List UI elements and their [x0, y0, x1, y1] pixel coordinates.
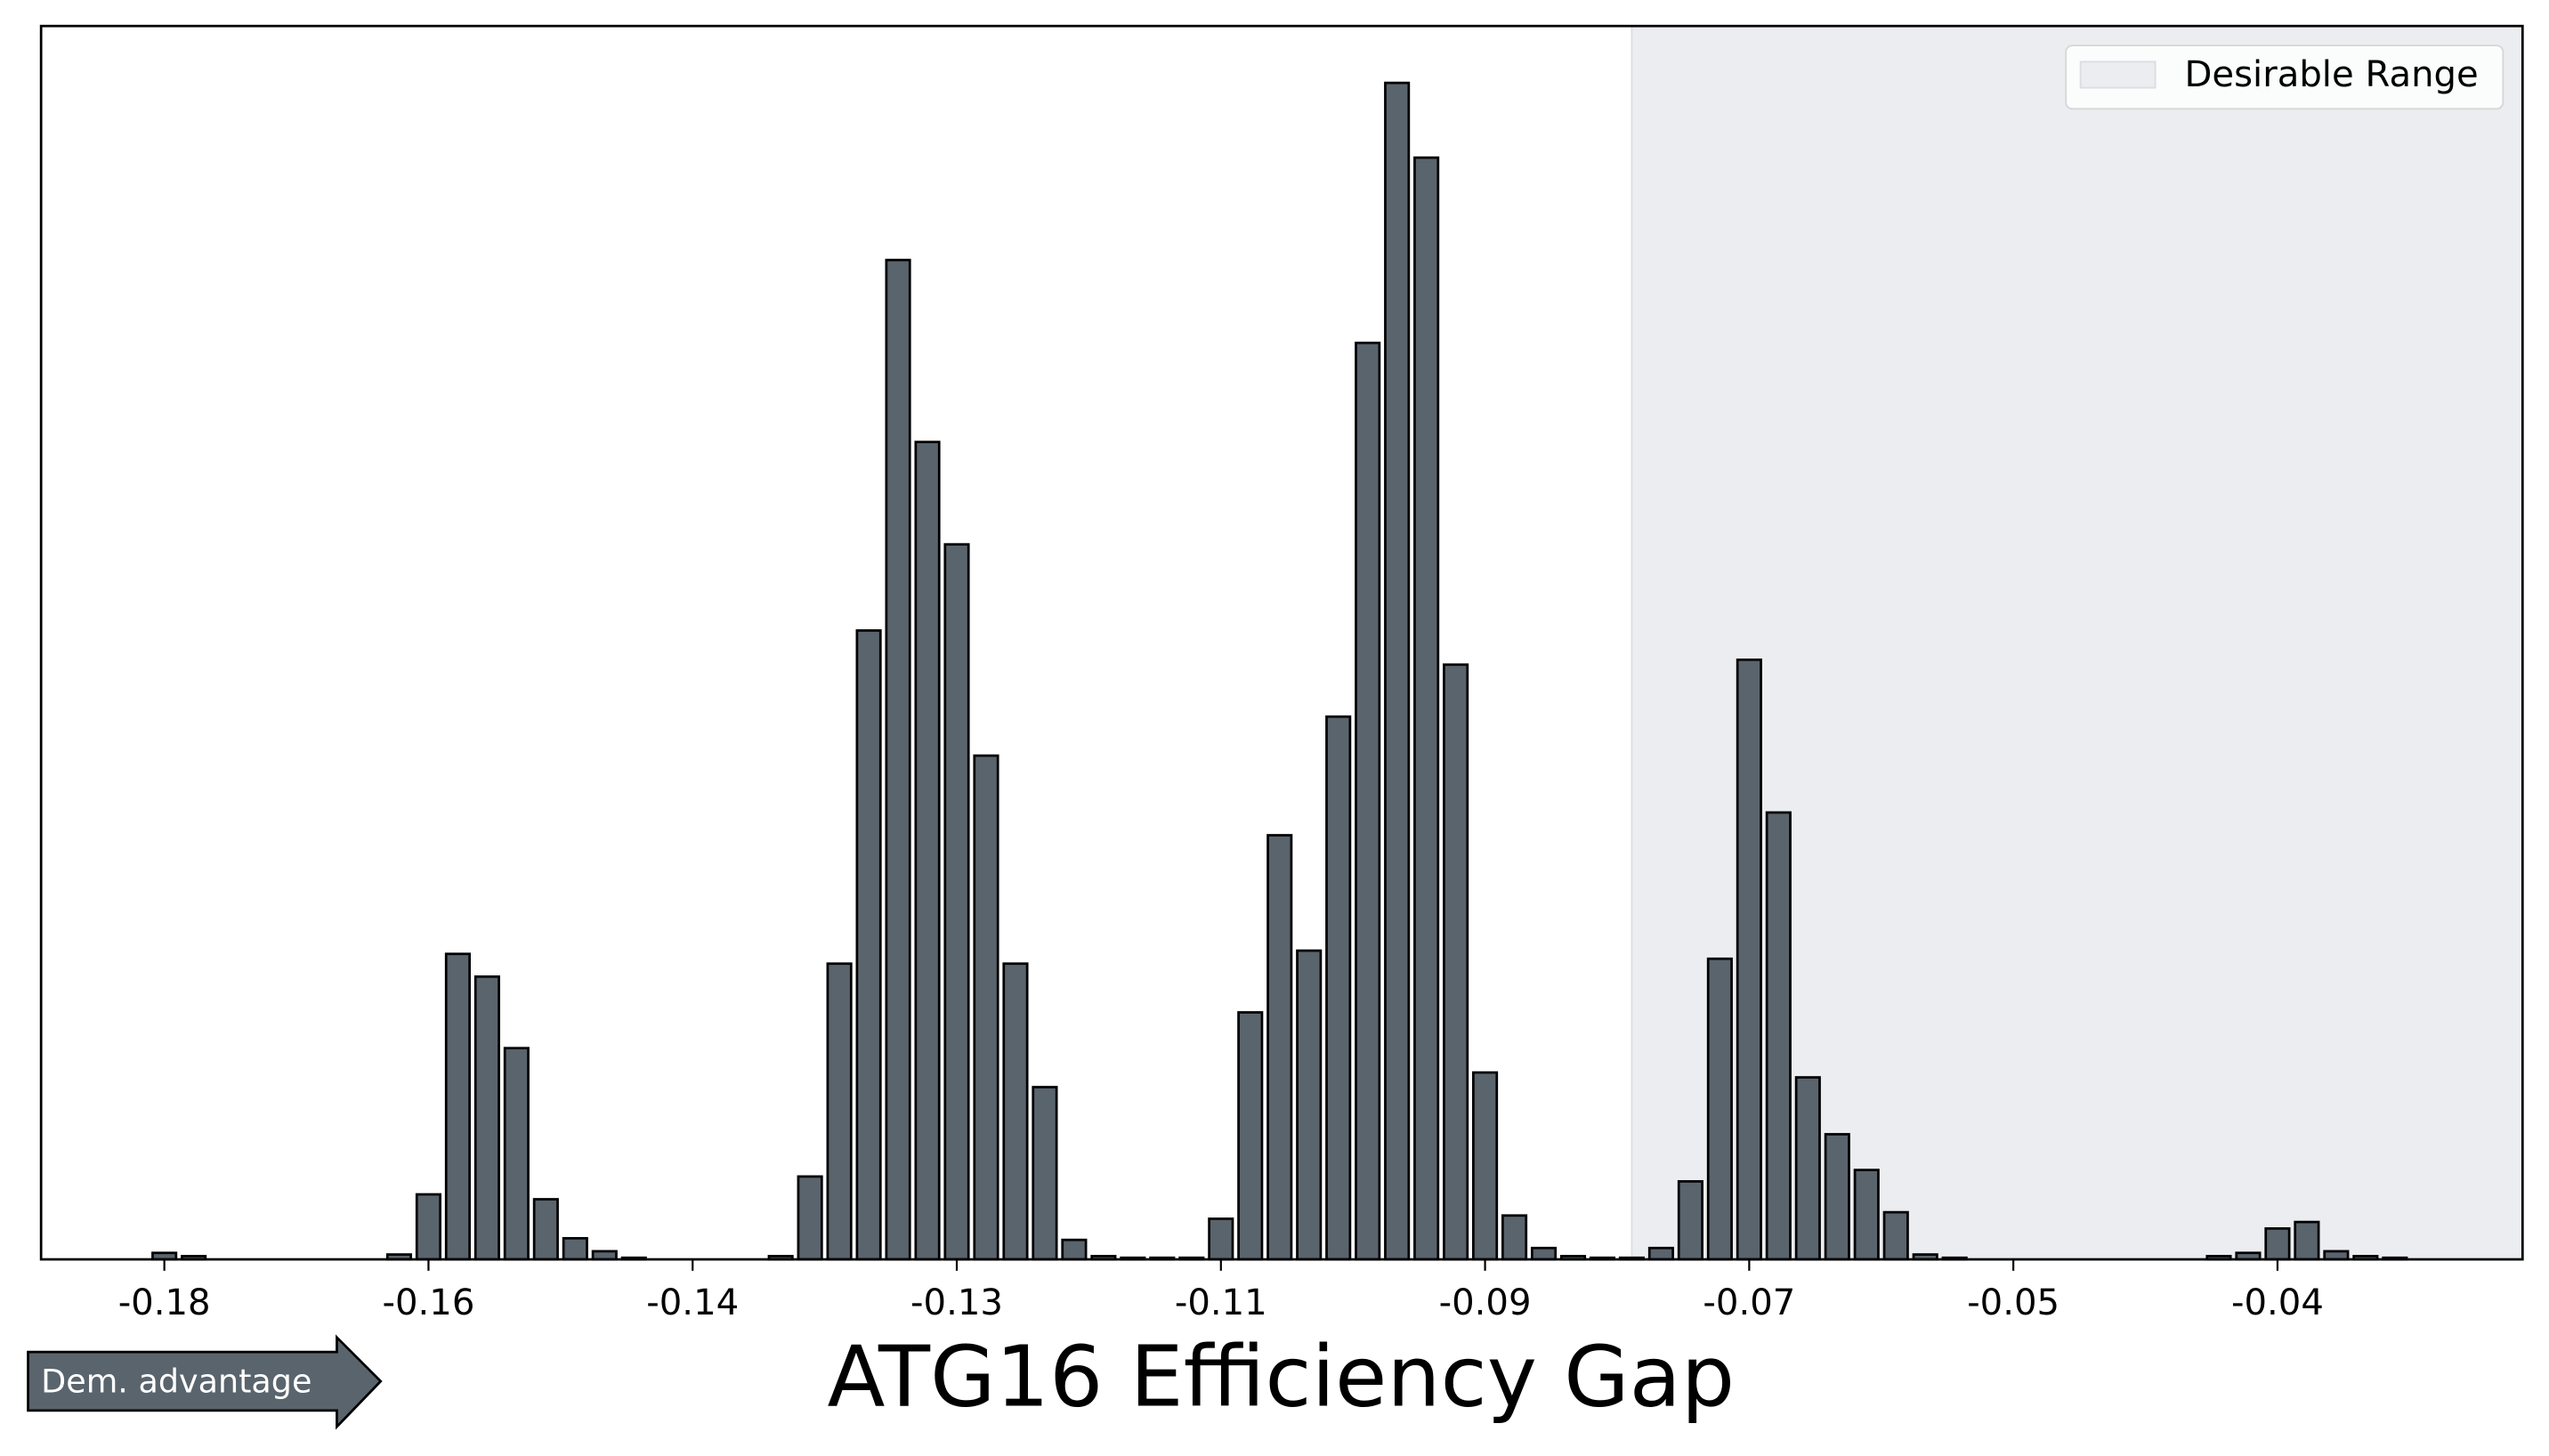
bar — [2264, 1227, 2291, 1261]
bar — [1824, 1133, 1850, 1261]
bar — [1472, 1071, 1499, 1261]
legend-swatch — [2079, 61, 2157, 89]
bar — [797, 1175, 823, 1261]
bar — [415, 1193, 441, 1261]
bar — [1443, 663, 1469, 1261]
bar — [2294, 1220, 2320, 1261]
x-tick-label: -0.07 — [1703, 1282, 1795, 1323]
bar — [503, 1047, 530, 1261]
x-tick-label: -0.11 — [1175, 1282, 1267, 1323]
annotation: Dem. advantage — [41, 1362, 312, 1400]
bar — [1355, 341, 1381, 1261]
bar — [1677, 1180, 1703, 1261]
x-tick-label: -0.04 — [2231, 1282, 2324, 1323]
bar — [943, 543, 970, 1261]
shaded-range — [1631, 25, 2524, 1260]
bar — [1296, 949, 1323, 1261]
x-tick-label: -0.18 — [118, 1282, 211, 1323]
bar — [532, 1198, 559, 1261]
bar — [1765, 811, 1792, 1261]
bar — [1794, 1076, 1821, 1261]
bar — [1384, 81, 1411, 1261]
bar — [473, 975, 500, 1261]
bar — [1882, 1210, 1909, 1261]
plot-area — [151, 25, 2524, 1261]
bar — [1237, 1011, 1264, 1261]
bar — [444, 952, 471, 1261]
bar — [914, 441, 941, 1261]
legend-box — [2065, 44, 2504, 110]
bar — [1501, 1214, 1528, 1261]
bar — [1736, 658, 1762, 1261]
bar — [562, 1236, 588, 1261]
bar — [826, 962, 853, 1261]
x-tick-label: -0.09 — [1439, 1282, 1532, 1323]
axes-frame — [39, 24, 2524, 1261]
legend-label: Desirable Range — [2185, 54, 2479, 95]
bar — [1530, 1246, 1558, 1261]
bar — [885, 258, 911, 1261]
bar — [1061, 1238, 1088, 1261]
bar — [1706, 957, 1733, 1261]
bar — [1325, 715, 1352, 1261]
bar — [973, 754, 999, 1261]
x-tick-label: -0.16 — [382, 1282, 474, 1323]
arrow — [27, 1334, 383, 1430]
bar — [1647, 1246, 1674, 1261]
bar — [1032, 1086, 1058, 1261]
bar — [1002, 962, 1029, 1261]
bar — [1853, 1169, 1880, 1261]
bar — [1413, 156, 1440, 1261]
bar — [1208, 1217, 1234, 1261]
bar — [1266, 834, 1293, 1261]
x-tick-label: -0.05 — [1967, 1282, 2059, 1323]
x-tick-label: -0.13 — [910, 1282, 1003, 1323]
x-tick-label: -0.14 — [646, 1282, 739, 1323]
x-axis-label: ATG16 Efficiency Gap — [827, 1329, 1735, 1427]
bar — [855, 629, 882, 1261]
